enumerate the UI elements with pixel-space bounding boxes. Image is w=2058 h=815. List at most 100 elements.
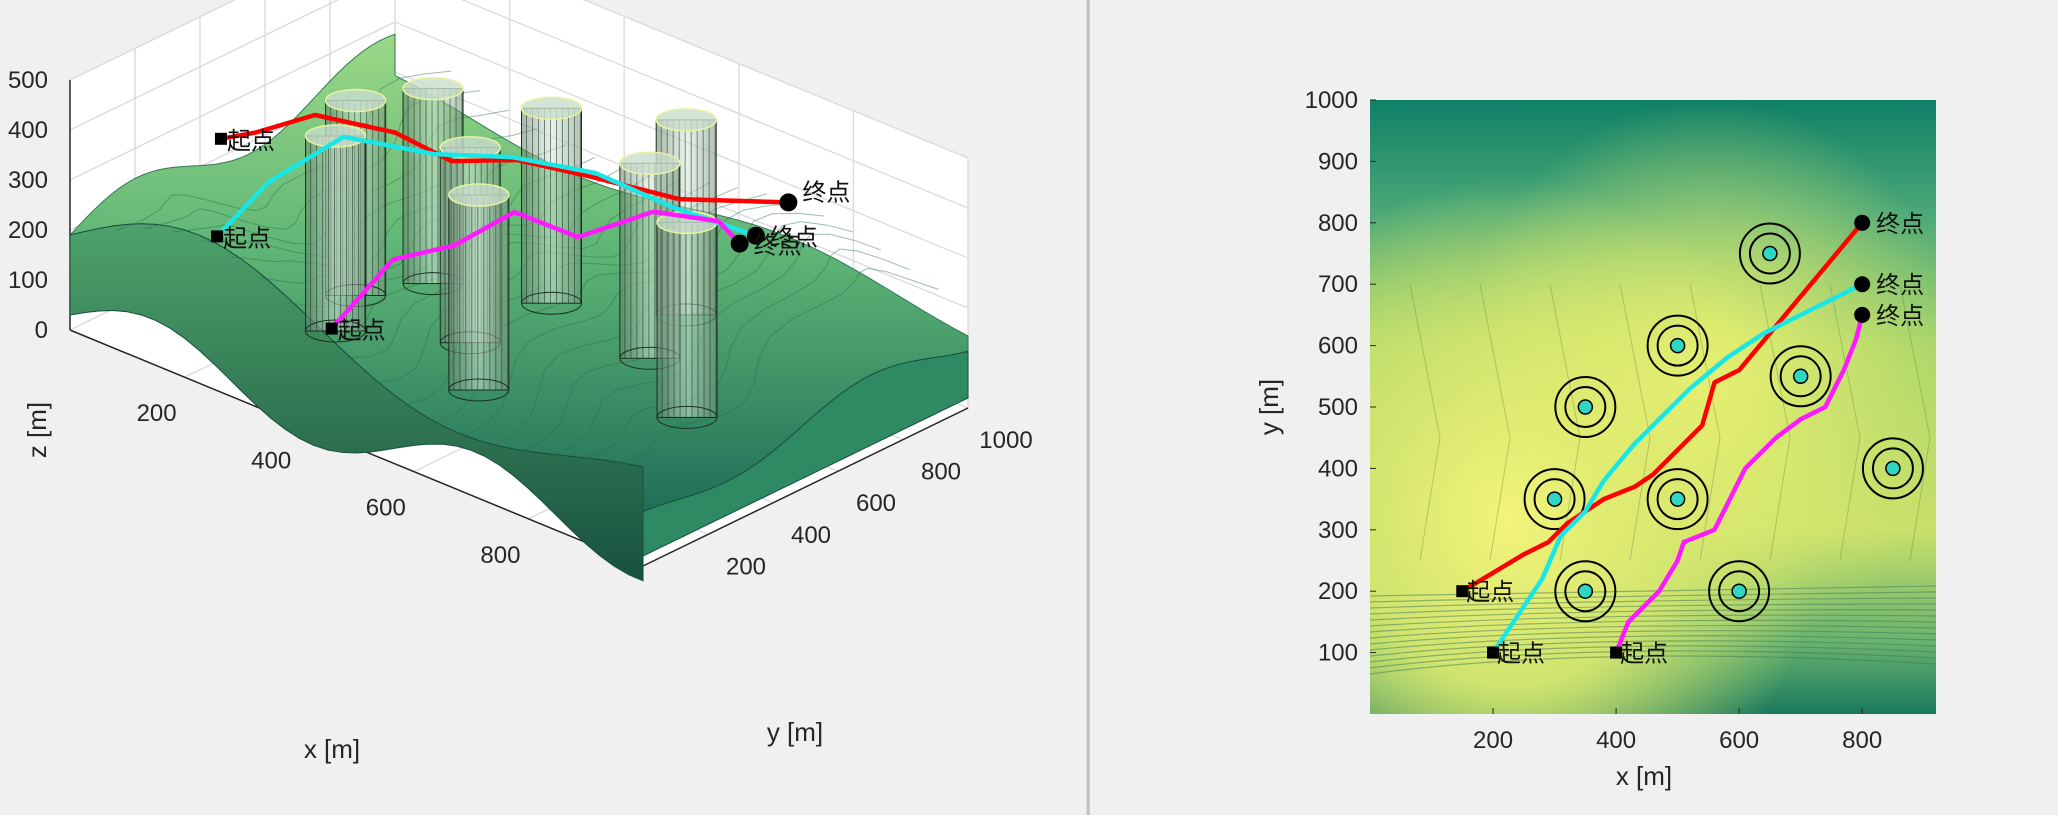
y-tick-label-2d: 700 [1318, 271, 1358, 298]
threat-ring-middle [1564, 570, 1607, 613]
threat-cylinders [304, 76, 718, 429]
terrain-crease [1829, 284, 1861, 561]
y-tick-label-2d: 800 [1318, 210, 1358, 237]
threat-ring-middle [1871, 447, 1914, 490]
end-label-3d: 终点 [802, 178, 850, 206]
start-marker-2d [1456, 585, 1469, 598]
end-marker-2d [1854, 306, 1871, 323]
ticks-3d: 0 100 200 300 400 500 200 400 600 800 200 400 600 800… [8, 67, 1033, 580]
terrain-surface [68, 33, 969, 582]
end-label-3d: 终点 [770, 224, 818, 252]
y-axis-label-2d: y [m] [1254, 379, 1284, 435]
cyan-path-2d [1491, 282, 1864, 654]
z-tick-label: 300 [8, 167, 48, 194]
end-marker-3d [730, 234, 749, 253]
z-tick-label: 500 [8, 67, 48, 94]
terrain-crease [1899, 284, 1931, 561]
terrain-side-skirt [642, 350, 969, 557]
magenta-path-3d [330, 209, 742, 331]
start-label-2d: 起点 [1466, 578, 1514, 606]
terrain-contour [1369, 655, 1937, 675]
cylinder-bottom-cap [656, 405, 718, 429]
end-label-2d: 终点 [1876, 271, 1924, 299]
threat-zone [1646, 468, 1709, 531]
terrain-contour [1369, 614, 1937, 627]
x-tick-label: 400 [251, 447, 291, 474]
x-tick-label: 200 [137, 400, 177, 427]
cylinder-bottom-cap [305, 319, 367, 343]
magenta-path-2d [1613, 314, 1865, 654]
threat-center [1885, 460, 1901, 477]
z-tick-label: 100 [8, 267, 48, 294]
cylinder-top-cap [402, 76, 464, 101]
threat-cylinder [448, 183, 510, 402]
threat-cylinder [520, 96, 583, 315]
cylinder-body [448, 194, 510, 391]
threat-ring-outer [1738, 222, 1801, 285]
threat-ring-middle [1718, 570, 1761, 613]
threat-ring-middle [1656, 478, 1699, 521]
x-tick-label-2d: 200 [1473, 727, 1513, 754]
end-label-2d: 终点 [1876, 302, 1924, 330]
y-tick-label: 200 [726, 553, 766, 580]
threat-zone [1708, 560, 1771, 623]
start-label-3d: 起点 [227, 127, 275, 155]
threat-center [1546, 491, 1563, 507]
threat-center [1577, 399, 1594, 415]
cylinder-bottom-cap [521, 291, 582, 315]
terrain-crease [1409, 284, 1441, 561]
threat-ring-outer [1861, 437, 1924, 500]
threat-center [1669, 337, 1686, 354]
x-tick-label-2d: 400 [1596, 727, 1636, 754]
cylinder-body [656, 221, 718, 418]
heatmap-highlight-2 [1370, 100, 1936, 714]
terrain-contour [1369, 591, 1937, 603]
panel-divider[interactable] [1086, 0, 1090, 815]
end-marker-3d [746, 226, 765, 245]
z-axis-label-3d: z [m] [22, 402, 52, 458]
y-tick-label-2d: 900 [1318, 148, 1358, 175]
y-tick-label: 800 [921, 459, 961, 486]
start-label-2d: 起点 [1497, 640, 1545, 668]
red-path-3d [220, 112, 789, 205]
x-axis-label-3d: x [m] [304, 734, 360, 764]
end-label-2d: 终点 [1876, 210, 1924, 238]
y-tick-label: 1000 [979, 427, 1032, 454]
terrain-contour [1369, 640, 1937, 657]
threat-circles [1523, 222, 1924, 623]
terrain-contour [1369, 645, 1937, 663]
z-gridline [69, 0, 969, 159]
cylinder-top-cap [448, 183, 510, 207]
end-label-3d: 终点 [754, 232, 802, 260]
heatmap-plot-area [1369, 100, 1937, 714]
threat-ring-outer [1523, 468, 1586, 531]
terrain-ridge-line [602, 267, 939, 466]
threat-zone [1861, 437, 1924, 500]
z-tick-label: 0 [35, 317, 48, 344]
terrain-front-skirt [69, 223, 644, 582]
threat-zone [1738, 222, 1801, 285]
start-label-3d: 起点 [223, 224, 271, 252]
cylinder-top-cap [304, 124, 367, 148]
z-tick-label: 200 [8, 217, 48, 244]
threat-ring-middle [1533, 478, 1576, 521]
y-tick-label: 600 [856, 490, 896, 517]
end-marker-2d [1854, 214, 1871, 231]
threat-center [1731, 583, 1747, 599]
threat-ring-outer [1769, 345, 1832, 408]
x-axis-label-2d: x [m] [1616, 761, 1672, 791]
start-label-3d: 起点 [338, 317, 386, 345]
red-path-2d [1461, 221, 1864, 594]
threat-zone [1554, 376, 1617, 438]
y-tick-label-2d: 1000 [1305, 87, 1358, 114]
threat-cylinder [656, 210, 718, 429]
y-tick-label-2d: 600 [1318, 333, 1358, 360]
z-tick-label: 400 [8, 117, 48, 144]
start-marker-2d [1610, 646, 1623, 659]
x-tick-label-2d: 600 [1719, 727, 1759, 754]
cylinder-body [521, 107, 582, 304]
y-axis-label-3d: y [m] [767, 717, 823, 747]
